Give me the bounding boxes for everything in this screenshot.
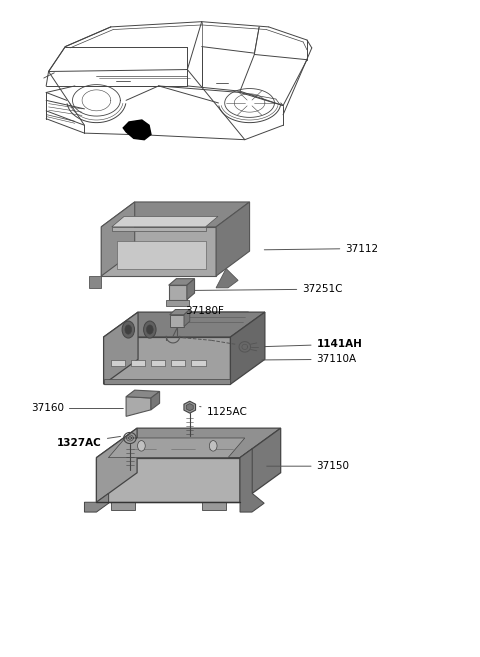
Polygon shape: [126, 397, 151, 417]
Text: 1327AC: 1327AC: [57, 436, 120, 447]
Polygon shape: [187, 279, 194, 300]
Text: 1141AH: 1141AH: [260, 339, 362, 350]
Polygon shape: [240, 449, 264, 512]
Polygon shape: [111, 502, 135, 510]
Polygon shape: [191, 360, 205, 366]
Polygon shape: [104, 312, 138, 384]
Polygon shape: [104, 337, 230, 384]
Polygon shape: [169, 315, 184, 327]
Polygon shape: [151, 392, 159, 410]
Polygon shape: [230, 312, 265, 384]
Text: 37251C: 37251C: [192, 284, 343, 294]
Text: 1125AC: 1125AC: [200, 407, 247, 417]
Polygon shape: [101, 202, 250, 227]
Polygon shape: [171, 360, 185, 366]
Text: 37112: 37112: [264, 244, 378, 254]
Polygon shape: [104, 379, 230, 384]
Circle shape: [209, 441, 217, 451]
Polygon shape: [216, 269, 238, 288]
Polygon shape: [89, 276, 101, 288]
Polygon shape: [112, 227, 205, 231]
Polygon shape: [117, 241, 205, 269]
Polygon shape: [131, 360, 145, 366]
Polygon shape: [240, 428, 281, 502]
Circle shape: [138, 441, 145, 451]
Polygon shape: [202, 502, 226, 510]
Polygon shape: [112, 216, 218, 227]
Polygon shape: [96, 428, 281, 458]
Circle shape: [125, 325, 132, 334]
Text: 37160: 37160: [31, 403, 123, 413]
Polygon shape: [101, 227, 216, 276]
Polygon shape: [184, 309, 190, 327]
Text: 37180F: 37180F: [185, 306, 224, 316]
Polygon shape: [169, 309, 190, 315]
Polygon shape: [166, 300, 189, 306]
Polygon shape: [126, 390, 159, 398]
Polygon shape: [101, 202, 135, 276]
Polygon shape: [84, 493, 108, 512]
Polygon shape: [151, 360, 165, 366]
Polygon shape: [168, 279, 194, 285]
Polygon shape: [96, 428, 137, 502]
Polygon shape: [186, 403, 193, 411]
Circle shape: [122, 321, 134, 338]
Polygon shape: [111, 360, 125, 366]
Polygon shape: [216, 202, 250, 276]
Polygon shape: [108, 438, 245, 458]
Polygon shape: [96, 458, 240, 502]
Polygon shape: [123, 120, 151, 140]
Circle shape: [146, 325, 153, 334]
Circle shape: [144, 321, 156, 338]
Text: 37110A: 37110A: [262, 354, 357, 365]
Polygon shape: [168, 285, 187, 300]
Polygon shape: [104, 312, 265, 337]
Text: 37150: 37150: [267, 461, 349, 471]
Polygon shape: [184, 401, 195, 413]
